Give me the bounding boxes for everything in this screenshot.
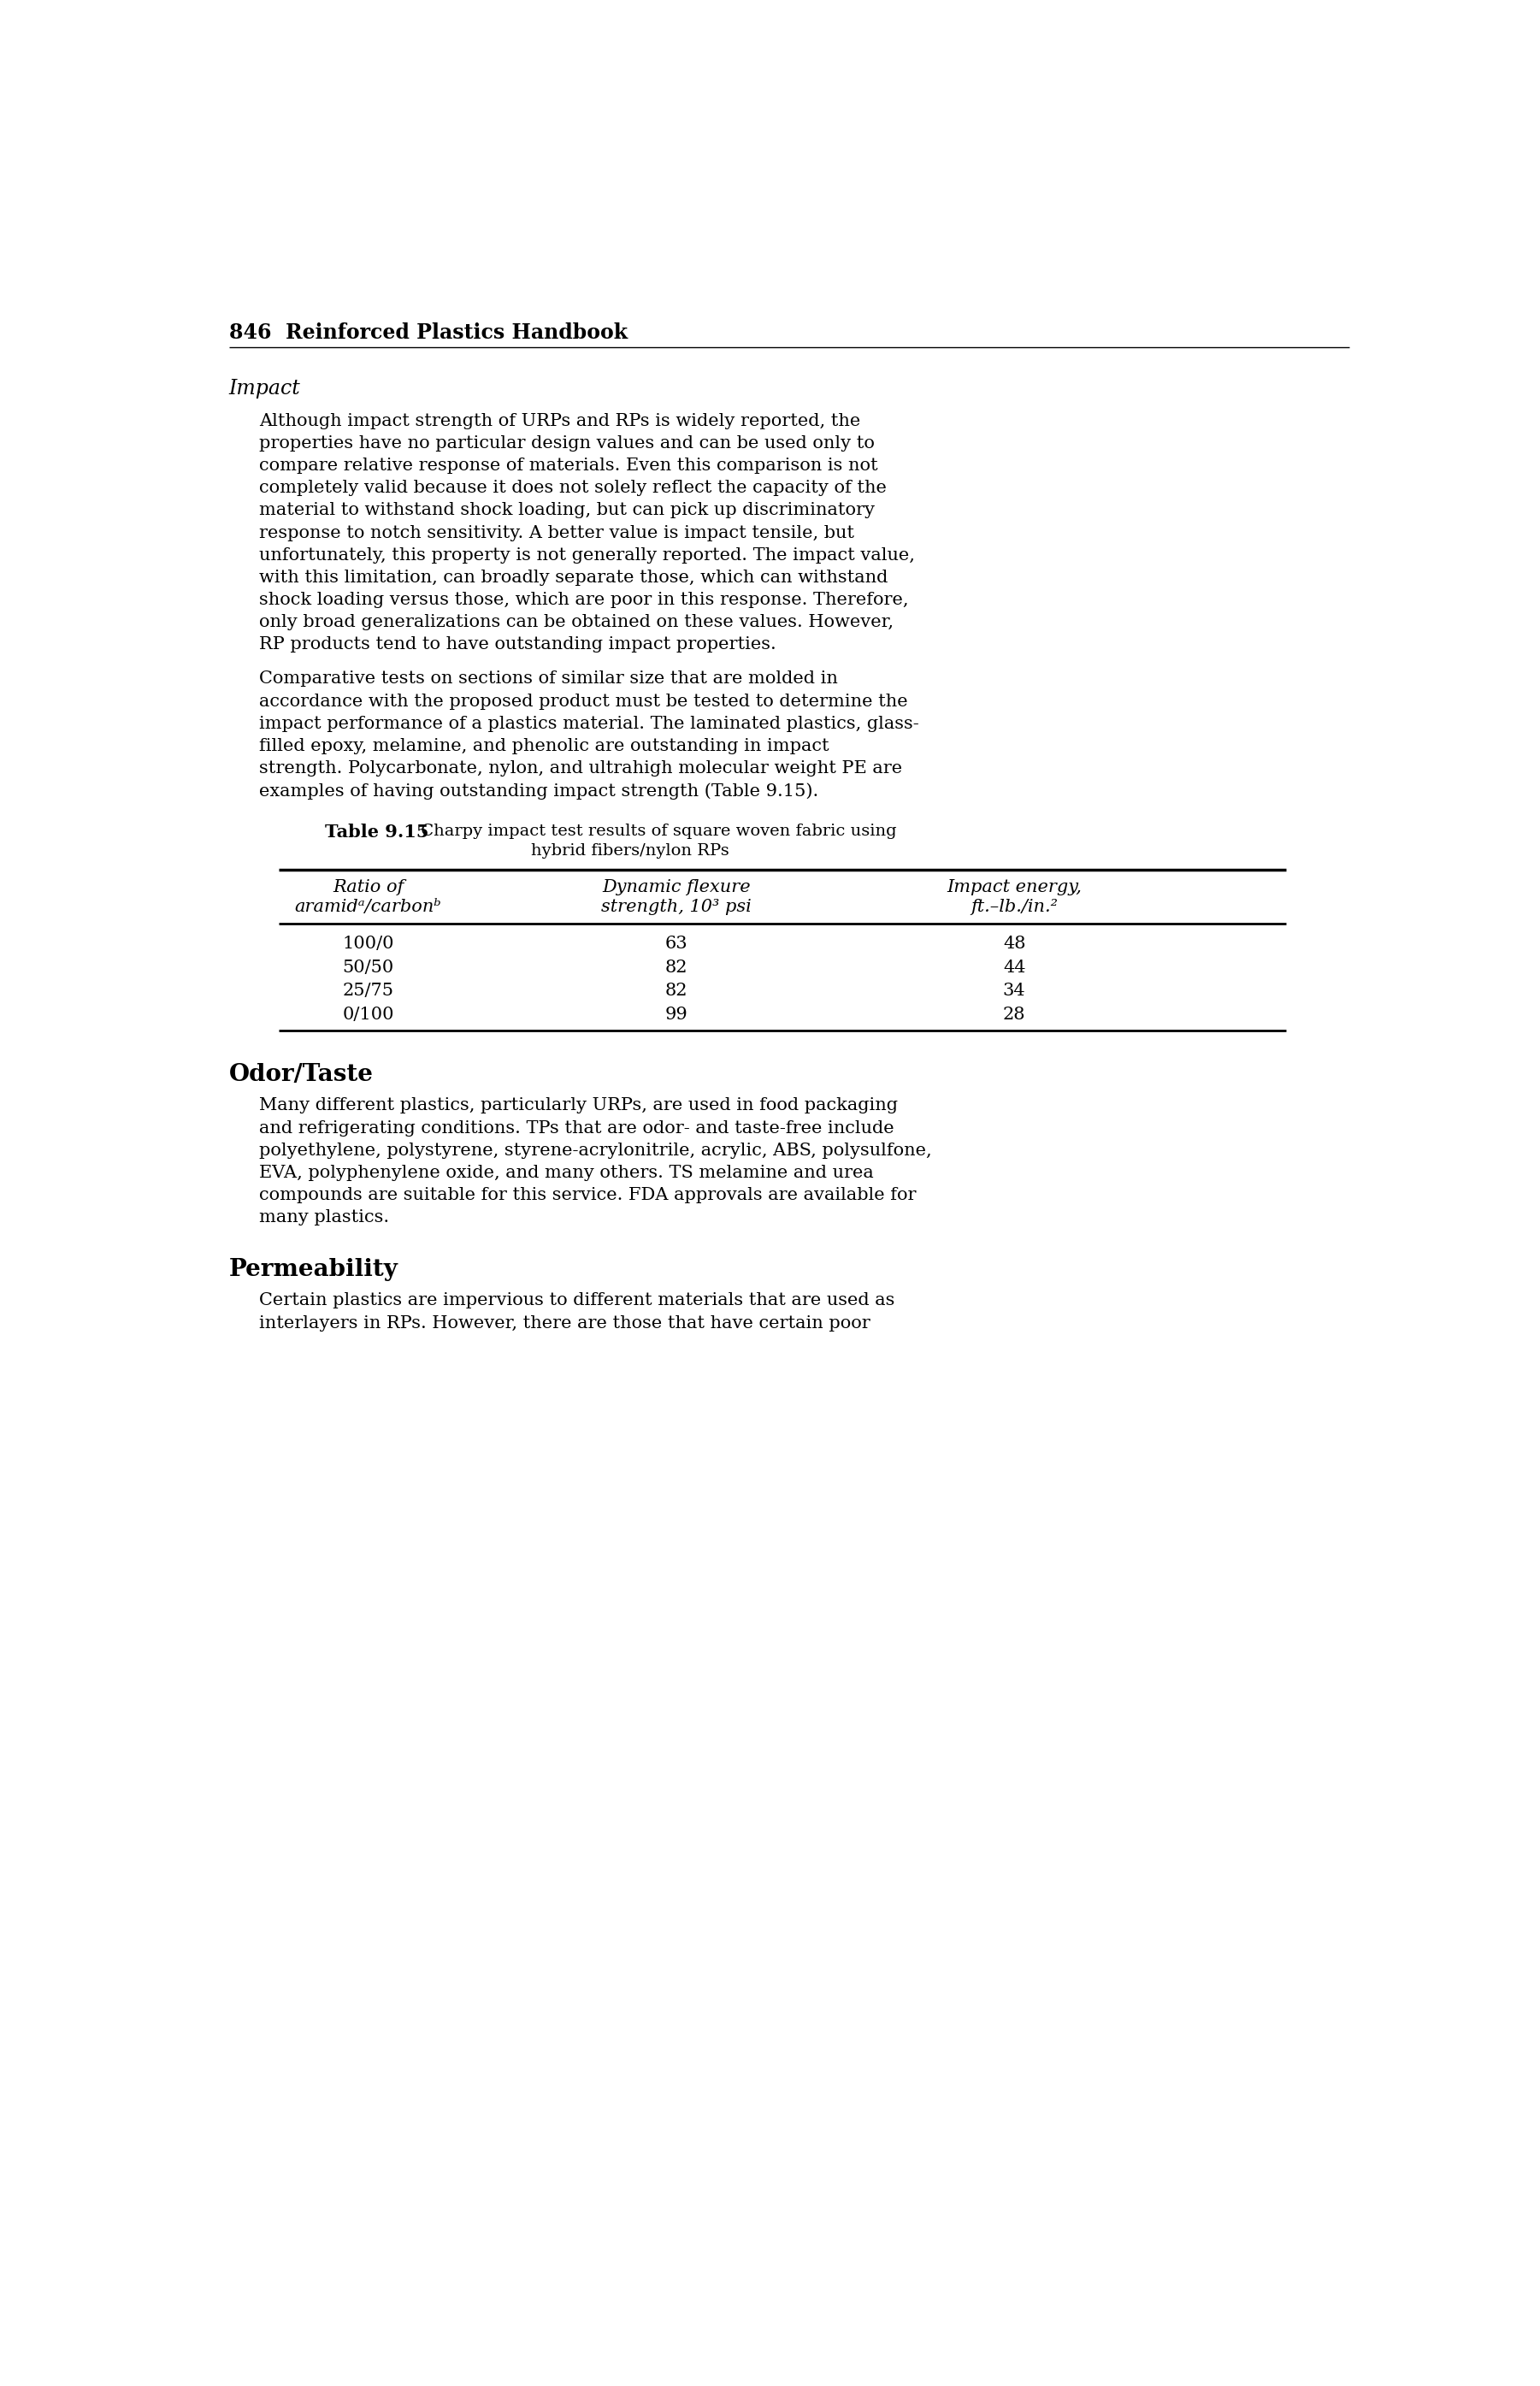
Text: 44: 44 (1003, 959, 1026, 976)
Text: Ratio of: Ratio of (333, 878, 403, 895)
Text: compounds are suitable for this service. FDA approvals are available for: compounds are suitable for this service.… (259, 1188, 916, 1203)
Text: strength, 10³ psi: strength, 10³ psi (601, 900, 752, 914)
Text: 25/75: 25/75 (342, 983, 394, 1000)
Text: Odor/Taste: Odor/Taste (229, 1064, 374, 1086)
Text: 82: 82 (665, 983, 687, 1000)
Text: Permeability: Permeability (229, 1257, 399, 1281)
Text: 99: 99 (665, 1007, 688, 1024)
Text: Many different plastics, particularly URPs, are used in food packaging: Many different plastics, particularly UR… (259, 1098, 898, 1114)
Text: Charpy impact test results of square woven fabric using: Charpy impact test results of square wov… (416, 823, 896, 840)
Text: Comparative tests on sections of similar size that are molded in: Comparative tests on sections of similar… (259, 670, 838, 687)
Text: 50/50: 50/50 (342, 959, 394, 976)
Text: polyethylene, polystyrene, styrene-acrylonitrile, acrylic, ABS, polysulfone,: polyethylene, polystyrene, styrene-acryl… (259, 1143, 932, 1160)
Text: Impact energy,: Impact energy, (947, 878, 1081, 895)
Text: 63: 63 (665, 935, 688, 952)
Text: compare relative response of materials. Even this comparison is not: compare relative response of materials. … (259, 458, 878, 475)
Text: aramidᵃ/carbonᵇ: aramidᵃ/carbonᵇ (294, 900, 442, 914)
Text: interlayers in RPs. However, there are those that have certain poor: interlayers in RPs. However, there are t… (259, 1315, 870, 1331)
Text: properties have no particular design values and can be used only to: properties have no particular design val… (259, 434, 875, 451)
Text: and refrigerating conditions. TPs that are odor- and taste-free include: and refrigerating conditions. TPs that a… (259, 1119, 893, 1136)
Text: filled epoxy, melamine, and phenolic are outstanding in impact: filled epoxy, melamine, and phenolic are… (259, 737, 829, 754)
Text: 34: 34 (1003, 983, 1026, 1000)
Text: 846  Reinforced Plastics Handbook: 846 Reinforced Plastics Handbook (229, 322, 627, 344)
Text: 0/100: 0/100 (342, 1007, 394, 1024)
Text: strength. Polycarbonate, nylon, and ultrahigh molecular weight PE are: strength. Polycarbonate, nylon, and ultr… (259, 761, 902, 778)
Text: RP products tend to have outstanding impact properties.: RP products tend to have outstanding imp… (259, 637, 776, 654)
Text: only broad generalizations can be obtained on these values. However,: only broad generalizations can be obtain… (259, 613, 893, 630)
Text: with this limitation, can broadly separate those, which can withstand: with this limitation, can broadly separa… (259, 570, 887, 585)
Text: Table 9.15: Table 9.15 (325, 823, 430, 840)
Text: 48: 48 (1003, 935, 1026, 952)
Text: 82: 82 (665, 959, 687, 976)
Text: Dynamic flexure: Dynamic flexure (602, 878, 750, 895)
Text: many plastics.: many plastics. (259, 1210, 388, 1226)
Text: material to withstand shock loading, but can pick up discriminatory: material to withstand shock loading, but… (259, 503, 875, 518)
Text: response to notch sensitivity. A better value is impact tensile, but: response to notch sensitivity. A better … (259, 525, 853, 542)
Text: Impact: Impact (229, 379, 300, 398)
Text: 28: 28 (1003, 1007, 1026, 1024)
Text: 100/0: 100/0 (342, 935, 394, 952)
Text: shock loading versus those, which are poor in this response. Therefore,: shock loading versus those, which are po… (259, 592, 909, 608)
Text: accordance with the proposed product must be tested to determine the: accordance with the proposed product mus… (259, 694, 907, 709)
Text: examples of having outstanding impact strength (Table 9.15).: examples of having outstanding impact st… (259, 783, 818, 799)
Text: impact performance of a plastics material. The laminated plastics, glass-: impact performance of a plastics materia… (259, 716, 919, 733)
Text: ft.–lb./in.²: ft.–lb./in.² (970, 900, 1058, 914)
Text: EVA, polyphenylene oxide, and many others. TS melamine and urea: EVA, polyphenylene oxide, and many other… (259, 1164, 873, 1181)
Text: unfortunately, this property is not generally reported. The impact value,: unfortunately, this property is not gene… (259, 546, 915, 563)
Text: completely valid because it does not solely reflect the capacity of the: completely valid because it does not sol… (259, 480, 887, 496)
Text: Certain plastics are impervious to different materials that are used as: Certain plastics are impervious to diffe… (259, 1293, 895, 1310)
Text: Although impact strength of URPs and RPs is widely reported, the: Although impact strength of URPs and RPs… (259, 413, 861, 429)
Text: hybrid fibers/nylon RPs: hybrid fibers/nylon RPs (531, 842, 728, 859)
